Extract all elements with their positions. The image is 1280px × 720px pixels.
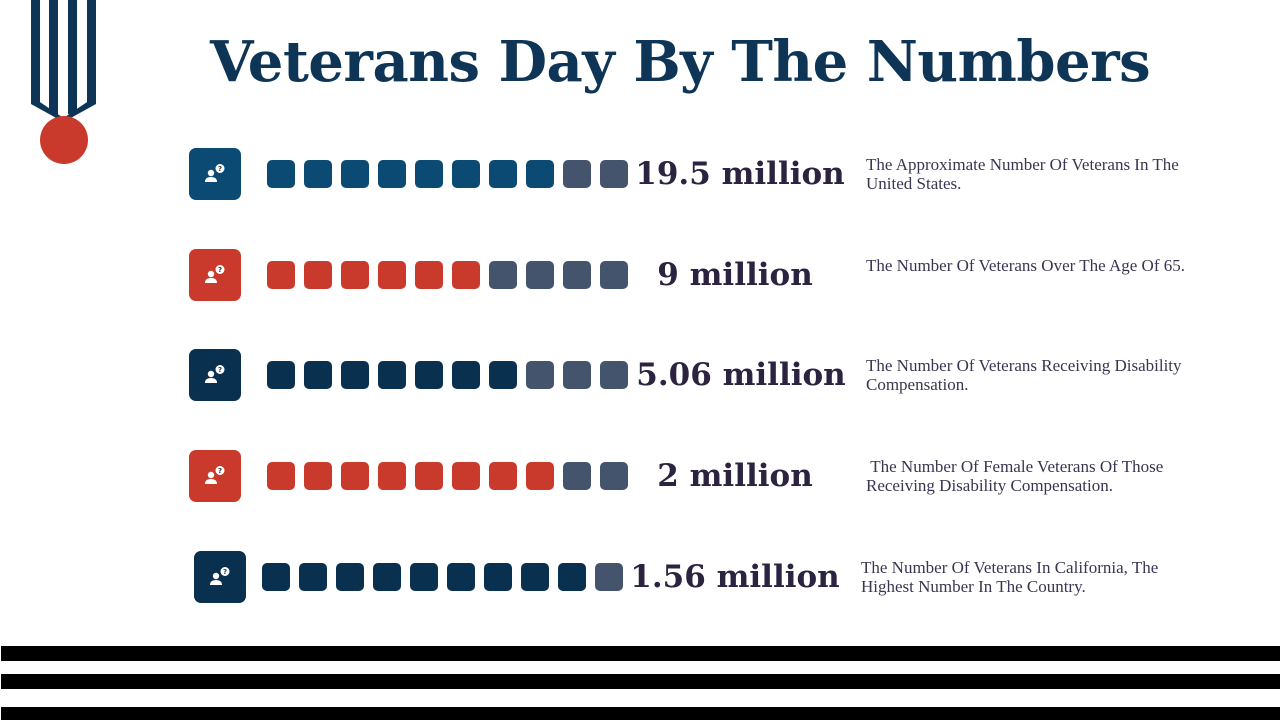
stat-value: 5.06 million bbox=[636, 357, 846, 393]
svg-text:?: ? bbox=[218, 266, 222, 274]
progress-square-filled bbox=[521, 563, 549, 591]
stat-value: 9 million bbox=[657, 257, 813, 293]
person-question-icon: ? bbox=[205, 265, 225, 283]
progress-square-filled bbox=[526, 160, 554, 188]
stat-value: 2 million bbox=[657, 458, 813, 494]
progress-square-filled bbox=[299, 563, 327, 591]
stat-row: ? 9 million The Number Of Veterans Over Th… bbox=[0, 249, 1280, 301]
stat-icon-tile: ? bbox=[189, 249, 241, 301]
stat-row: ? 19.5 million The Approximate Number Of V… bbox=[0, 148, 1280, 200]
progress-square-filled bbox=[415, 361, 443, 389]
progress-square-empty bbox=[595, 563, 623, 591]
progress-square-filled bbox=[262, 563, 290, 591]
progress-square-filled bbox=[341, 160, 369, 188]
stat-icon-tile: ? bbox=[194, 551, 246, 603]
progress-square-filled bbox=[341, 261, 369, 289]
progress-square-filled bbox=[558, 563, 586, 591]
progress-square-filled bbox=[267, 261, 295, 289]
stat-icon-tile: ? bbox=[189, 349, 241, 401]
svg-text:?: ? bbox=[218, 165, 222, 173]
progress-square-empty bbox=[526, 261, 554, 289]
stat-icon-tile: ? bbox=[189, 148, 241, 200]
progress-square-filled bbox=[484, 563, 512, 591]
progress-square-empty bbox=[563, 462, 591, 490]
stat-value: 19.5 million bbox=[635, 156, 845, 192]
progress-square-filled bbox=[267, 361, 295, 389]
stat-description: The Number Of Female Veterans Of Those R… bbox=[866, 457, 1168, 495]
progress-square-filled bbox=[336, 563, 364, 591]
stat-description: The Number Of Veterans Over The Age Of 6… bbox=[866, 256, 1185, 275]
progress-square-filled bbox=[452, 261, 480, 289]
progress-square-filled bbox=[341, 361, 369, 389]
progress-square-filled bbox=[304, 261, 332, 289]
progress-square-filled bbox=[415, 261, 443, 289]
progress-square-empty bbox=[563, 261, 591, 289]
person-question-icon: ? bbox=[205, 164, 225, 182]
progress-square-filled bbox=[267, 462, 295, 490]
progress-square-filled bbox=[452, 160, 480, 188]
progress-square-empty bbox=[526, 361, 554, 389]
svg-text:?: ? bbox=[223, 568, 227, 576]
progress-square-empty bbox=[489, 261, 517, 289]
stat-row: ? 1.56 million The Number Of Veterans In C… bbox=[0, 551, 1280, 603]
stripe-3 bbox=[1, 707, 1280, 720]
stat-icon-tile: ? bbox=[189, 450, 241, 502]
progress-square-filled bbox=[304, 462, 332, 490]
medal-ribbon bbox=[31, 0, 96, 120]
progress-square-filled bbox=[415, 462, 443, 490]
stripe-2 bbox=[1, 674, 1280, 689]
progress-square-empty bbox=[563, 361, 591, 389]
progress-square-filled bbox=[415, 160, 443, 188]
progress-square-filled bbox=[378, 361, 406, 389]
person-question-icon: ? bbox=[210, 567, 230, 585]
progress-square-filled bbox=[341, 462, 369, 490]
progress-square-empty bbox=[600, 261, 628, 289]
progress-square-filled bbox=[304, 160, 332, 188]
stat-description: The Number Of Veterans Receiving Disabil… bbox=[866, 356, 1186, 394]
progress-square-filled bbox=[447, 563, 475, 591]
medal-circle bbox=[40, 116, 88, 164]
person-question-icon: ? bbox=[205, 365, 225, 383]
progress-square-filled bbox=[378, 261, 406, 289]
svg-text:?: ? bbox=[218, 366, 222, 374]
progress-square-filled bbox=[489, 462, 517, 490]
stat-description: The Approximate Number Of Veterans In Th… bbox=[866, 155, 1184, 193]
progress-square-filled bbox=[267, 160, 295, 188]
progress-square-filled bbox=[378, 160, 406, 188]
page-title: Veterans Day By The Numbers bbox=[210, 29, 1151, 95]
progress-square-empty bbox=[600, 160, 628, 188]
stat-row: ? 5.06 million The Number Of Veterans Rece… bbox=[0, 349, 1280, 401]
stat-row: ? 2 million The Number Of Female Veterans… bbox=[0, 450, 1280, 502]
progress-square-filled bbox=[304, 361, 332, 389]
progress-square-filled bbox=[452, 462, 480, 490]
progress-square-filled bbox=[452, 361, 480, 389]
stat-value: 1.56 million bbox=[630, 559, 840, 595]
progress-square-filled bbox=[410, 563, 438, 591]
progress-square-filled bbox=[378, 462, 406, 490]
progress-square-filled bbox=[489, 361, 517, 389]
stat-description: The Number Of Veterans In California, Th… bbox=[861, 558, 1163, 596]
progress-square-filled bbox=[373, 563, 401, 591]
person-question-icon: ? bbox=[205, 466, 225, 484]
progress-square-filled bbox=[489, 160, 517, 188]
stripe-1 bbox=[1, 646, 1280, 661]
svg-text:?: ? bbox=[218, 467, 222, 475]
progress-square-empty bbox=[563, 160, 591, 188]
progress-square-empty bbox=[600, 462, 628, 490]
progress-square-filled bbox=[526, 462, 554, 490]
progress-square-empty bbox=[600, 361, 628, 389]
